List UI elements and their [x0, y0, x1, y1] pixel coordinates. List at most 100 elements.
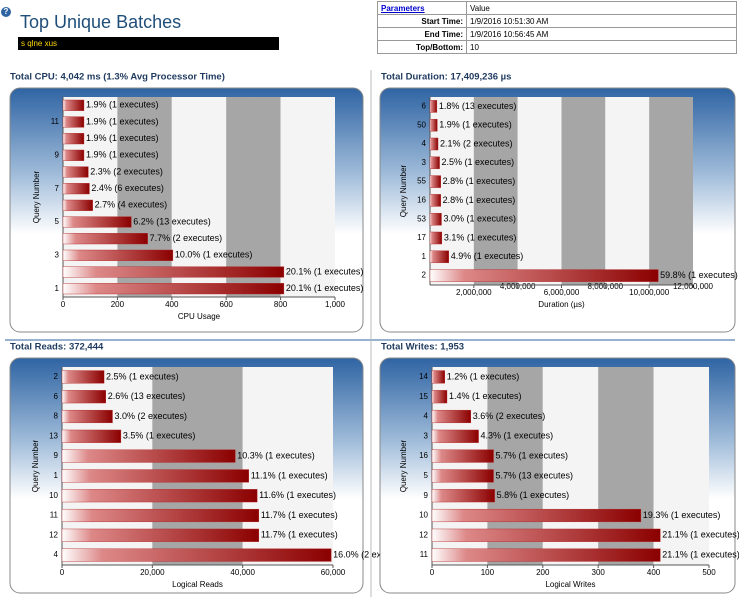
- bar: [61, 370, 105, 384]
- value-label: 2.1% (2 executes): [440, 138, 513, 148]
- y-tick-label: 7: [55, 184, 60, 193]
- value-label: 4.3% (1 executes): [481, 431, 554, 441]
- value-label: 59.8% (1 executes): [660, 270, 738, 280]
- bar: [62, 166, 89, 178]
- bar: [62, 116, 85, 128]
- value-label: 2.3% (2 executes): [90, 166, 163, 176]
- value-label: 2.8% (1 executes): [443, 176, 516, 186]
- y-tick-label: 9: [55, 150, 60, 159]
- x-tick-label: 200: [111, 300, 125, 309]
- param-key: Start Time:: [377, 14, 467, 28]
- bar: [62, 249, 174, 261]
- parameters-link[interactable]: Parameters: [381, 3, 425, 13]
- bar: [61, 508, 260, 523]
- y-tick-label: 53: [417, 214, 426, 223]
- value-label: 3.0% (1 executes): [443, 214, 516, 224]
- value-label: 21.1% (1 executes): [662, 530, 739, 540]
- y-tick-label: 6: [54, 392, 59, 401]
- help-glyph: ?: [4, 7, 9, 16]
- value-label: 10.3% (1 executes): [237, 450, 315, 460]
- x-tick-label: 100: [481, 568, 495, 577]
- y-tick-label: 13: [49, 431, 58, 440]
- y-tick-label: 4: [424, 412, 429, 421]
- y-tick-label: 1: [422, 252, 427, 261]
- value-label: 11.7% (1 executes): [261, 510, 338, 520]
- value-label: 16.0% (2 executes): [333, 549, 411, 559]
- param-value: 1/9/2016 10:51:30 AM: [466, 14, 737, 28]
- bar: [61, 409, 113, 424]
- x-axis-label: CPU Usage: [178, 312, 221, 321]
- bar: [61, 548, 332, 562]
- y-tick-label: 2: [54, 372, 59, 381]
- plot-band: [171, 97, 227, 297]
- bar: [61, 390, 106, 404]
- y-tick-label: 9: [54, 451, 59, 460]
- y-tick-label: 3: [422, 158, 427, 167]
- bar: [62, 283, 285, 295]
- bar: [429, 250, 449, 264]
- x-tick-label: 800: [274, 300, 288, 309]
- bar: [431, 370, 445, 384]
- bar: [61, 489, 258, 503]
- value-label: 1.4% (1 executes): [449, 391, 522, 401]
- help-icon[interactable]: [1, 7, 11, 17]
- value-label: 2.5% (1 executes): [442, 157, 515, 167]
- value-label: 20.1% (1 executes): [286, 283, 364, 293]
- plot-band: [280, 97, 335, 297]
- x-tick-label: 10,000,000: [629, 288, 670, 297]
- bar: [61, 449, 236, 463]
- y-tick-label: 17: [417, 233, 426, 242]
- bar: [61, 429, 122, 443]
- y-tick-label: 5: [424, 471, 429, 480]
- value-label: 1.9% (1 executes): [439, 120, 512, 130]
- y-tick-label: 2: [422, 271, 427, 280]
- x-tick-label: 400: [647, 568, 661, 577]
- y-tick-label: 4: [422, 139, 427, 148]
- bar: [429, 194, 441, 207]
- value-label: 2.5% (1 executes): [106, 371, 179, 381]
- y-axis-label: Query Number: [399, 164, 408, 217]
- y-tick-label: 12: [49, 530, 58, 539]
- y-tick-label: 8: [54, 412, 59, 421]
- value-label: 2.7% (4 executes): [95, 200, 168, 210]
- bar: [429, 137, 439, 151]
- bar: [62, 266, 285, 278]
- x-axis-label: Duration (µs): [538, 300, 585, 309]
- value-label: 19.3% (1 executes): [643, 510, 721, 520]
- bar: [429, 156, 440, 170]
- y-tick-label: 50: [417, 120, 426, 129]
- y-tick-label: 3: [55, 250, 60, 259]
- x-tick-label: 8,000,000: [588, 282, 624, 291]
- value-label: 2.8% (1 executes): [443, 195, 516, 205]
- chart-title: Total Writes: 1,953: [381, 342, 464, 353]
- plot-band: [605, 97, 650, 285]
- bar: [62, 216, 132, 228]
- chart-title: Total CPU: 4,042 ms (1.3% Avg Processor …: [10, 72, 225, 83]
- value-label: 21.1% (1 executes): [662, 549, 739, 559]
- chart-title: Total Duration: 17,409,236 µs: [381, 72, 511, 83]
- value-label: 3.0% (2 executes): [114, 411, 187, 421]
- y-tick-label: 3: [424, 431, 429, 440]
- value-label: 5.7% (1 executes): [495, 450, 568, 460]
- chart-title: Total Reads: 372,444: [10, 342, 104, 353]
- plot-band: [117, 97, 172, 297]
- bar: [62, 233, 148, 245]
- x-tick-label: 200: [536, 568, 550, 577]
- param-key: Top/Bottom:: [377, 40, 467, 54]
- plot-band: [473, 97, 518, 285]
- plot-band: [561, 97, 606, 285]
- server-name: s qlne xus: [21, 39, 57, 48]
- value-label: 11.1% (1 executes): [251, 470, 328, 480]
- value-label: 11.6% (1 executes): [259, 490, 336, 500]
- value-label: 2.4% (6 executes): [91, 183, 164, 193]
- y-tick-label: 1: [55, 284, 60, 293]
- x-axis-label: Logical Reads: [172, 580, 223, 589]
- bar: [62, 183, 90, 195]
- bar: [62, 149, 85, 161]
- server-bar: [18, 37, 279, 50]
- x-tick-label: 0: [61, 300, 66, 309]
- x-tick-label: 1,000: [325, 300, 346, 309]
- plot-band: [226, 97, 281, 297]
- parameters-table: Parameters Value Start Time: 1/9/2016 10:5…: [377, 1, 737, 54]
